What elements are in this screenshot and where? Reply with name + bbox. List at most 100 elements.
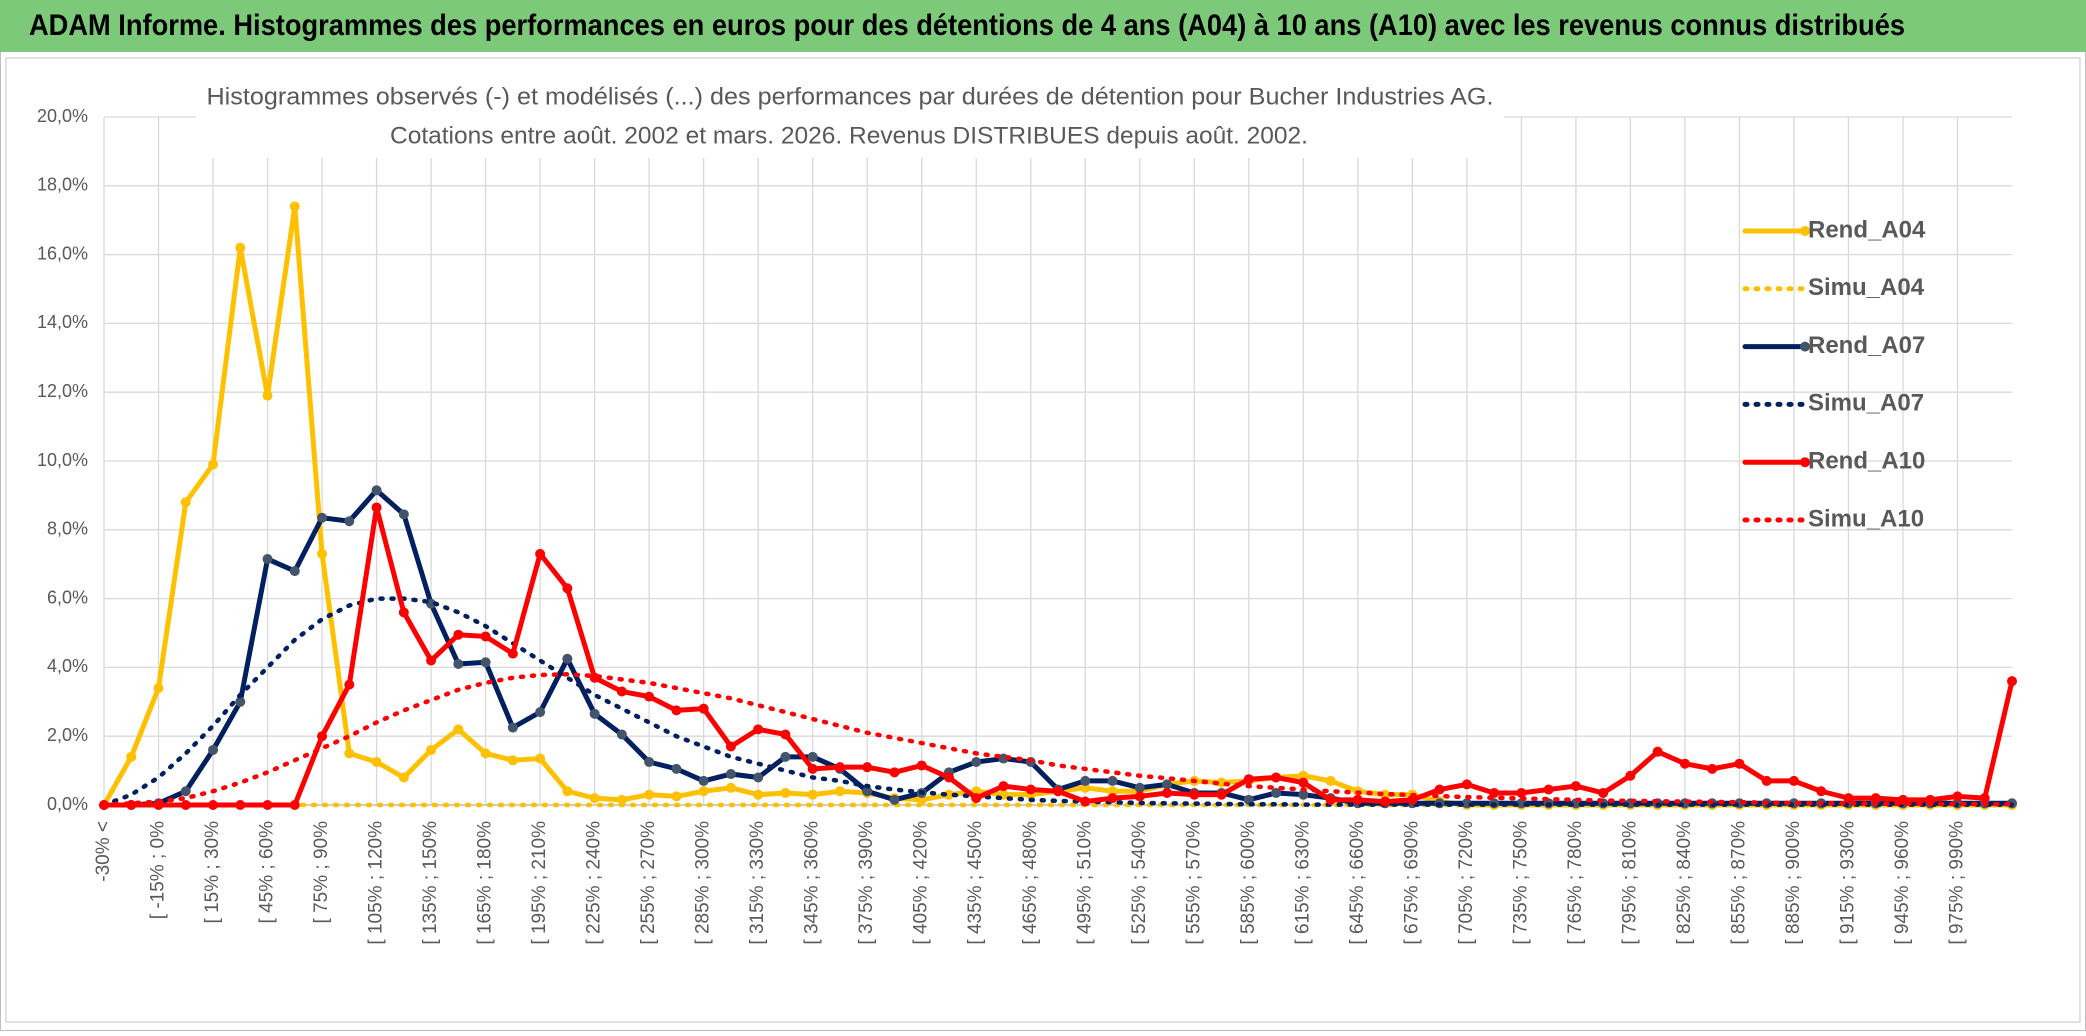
y-tick-label: 4,0% xyxy=(47,656,88,676)
data-point xyxy=(562,583,573,594)
data-point xyxy=(971,757,982,767)
x-tick-label: [ 765% ; 780% xyxy=(1565,821,1586,945)
legend-marker xyxy=(1800,457,1810,468)
data-point xyxy=(1325,775,1336,786)
data-point xyxy=(289,800,300,810)
data-point xyxy=(725,782,736,793)
header-title: ADAM Informe. Histogrammes des performan… xyxy=(29,9,1905,42)
data-point xyxy=(371,502,382,513)
legend-label: Simu_A07 xyxy=(1808,390,1924,417)
data-point xyxy=(262,390,273,401)
data-point xyxy=(344,679,355,690)
data-point xyxy=(2007,676,2017,687)
x-tick-label: [ 15% ; 30% xyxy=(202,821,223,924)
data-point xyxy=(371,485,382,496)
data-point xyxy=(971,793,982,804)
data-point xyxy=(398,509,409,520)
data-point xyxy=(644,789,655,800)
data-point xyxy=(1598,787,1609,798)
data-point xyxy=(671,763,682,774)
data-point xyxy=(180,497,191,508)
chart-frame xyxy=(5,57,2081,1023)
x-tick-label: [ 105% ; 120% xyxy=(366,821,387,945)
y-tick-label: 12,0% xyxy=(37,381,88,401)
data-point xyxy=(453,658,464,669)
data-point xyxy=(1788,775,1799,786)
data-point xyxy=(1489,787,1500,798)
x-tick-label: [ 285% ; 300% xyxy=(693,821,714,945)
data-point xyxy=(1216,789,1227,800)
data-point xyxy=(753,789,764,800)
data-point xyxy=(1271,787,1282,798)
x-tick-label: [ 915% ; 930% xyxy=(1837,821,1858,945)
y-tick-label: 6,0% xyxy=(47,587,88,607)
legend-label: Rend_A10 xyxy=(1808,448,1925,475)
data-point xyxy=(289,566,300,577)
data-point xyxy=(1734,758,1745,769)
y-tick-label: 10,0% xyxy=(37,450,88,470)
data-point xyxy=(1080,782,1091,793)
x-tick-label: [ 795% ; 810% xyxy=(1619,821,1640,945)
data-point xyxy=(943,789,954,800)
data-point xyxy=(371,757,382,767)
data-point xyxy=(698,786,709,797)
data-point xyxy=(317,512,328,523)
x-tick-label: [ 705% ; 720% xyxy=(1456,821,1477,945)
data-point xyxy=(998,781,1009,792)
data-point xyxy=(180,800,191,810)
legend-label: Simu_A04 xyxy=(1808,274,1925,301)
data-point xyxy=(453,724,464,735)
data-point xyxy=(426,655,437,666)
y-tick-label: 0,0% xyxy=(47,794,88,814)
x-tick-label: [ 405% ; 420% xyxy=(911,821,932,945)
legend-label: Rend_A07 xyxy=(1808,332,1925,359)
y-tick-label: 8,0% xyxy=(47,519,88,539)
data-point xyxy=(317,548,328,559)
legend-marker xyxy=(1800,226,1810,236)
x-tick-label: [ 975% ; 990% xyxy=(1947,821,1968,945)
x-tick-label: [ 345% ; 360% xyxy=(802,821,823,945)
data-point xyxy=(753,772,764,783)
x-tick-label: [ 735% ; 750% xyxy=(1510,821,1531,945)
data-point xyxy=(1080,775,1091,786)
data-point xyxy=(807,751,818,762)
x-tick-label: [ 825% ; 840% xyxy=(1674,821,1695,945)
data-point xyxy=(698,775,709,786)
x-tick-label: [ 75% ; 90% xyxy=(311,821,332,924)
data-point xyxy=(535,548,546,559)
x-tick-label: [ 615% ; 630% xyxy=(1292,821,1313,945)
x-tick-label: [ 375% ; 390% xyxy=(856,821,877,945)
data-point xyxy=(644,757,655,767)
data-point xyxy=(698,703,709,714)
data-point xyxy=(644,691,655,702)
data-point xyxy=(780,729,791,740)
x-tick-label: [ 45% ; 60% xyxy=(257,821,278,924)
series-line xyxy=(101,596,2015,808)
legend: Rend_A04 Simu_A04 Rend_A07 Simu_A07 Rend_A10… xyxy=(1742,216,1926,532)
data-point xyxy=(1625,770,1636,781)
data-point xyxy=(725,741,736,752)
data-point xyxy=(1707,763,1718,774)
data-point xyxy=(862,786,873,797)
data-point xyxy=(1870,793,1881,804)
data-point xyxy=(126,751,137,762)
data-point xyxy=(616,794,627,805)
data-point xyxy=(1189,789,1200,800)
data-point xyxy=(1162,779,1173,790)
data-point xyxy=(562,786,573,797)
x-tick-label: [ 945% ; 960% xyxy=(1892,821,1913,945)
data-point xyxy=(807,789,818,800)
data-point xyxy=(262,800,273,810)
legend-label: Rend_A04 xyxy=(1808,216,1926,243)
data-point xyxy=(1434,784,1445,795)
data-point xyxy=(807,763,818,774)
legend-marker xyxy=(1800,341,1810,352)
data-point xyxy=(1107,793,1118,804)
data-point xyxy=(262,554,273,565)
x-tick-label: [ 585% ; 600% xyxy=(1238,821,1259,945)
data-point xyxy=(589,793,600,804)
data-point xyxy=(616,729,627,740)
data-point xyxy=(780,787,791,798)
data-point xyxy=(1516,787,1527,798)
